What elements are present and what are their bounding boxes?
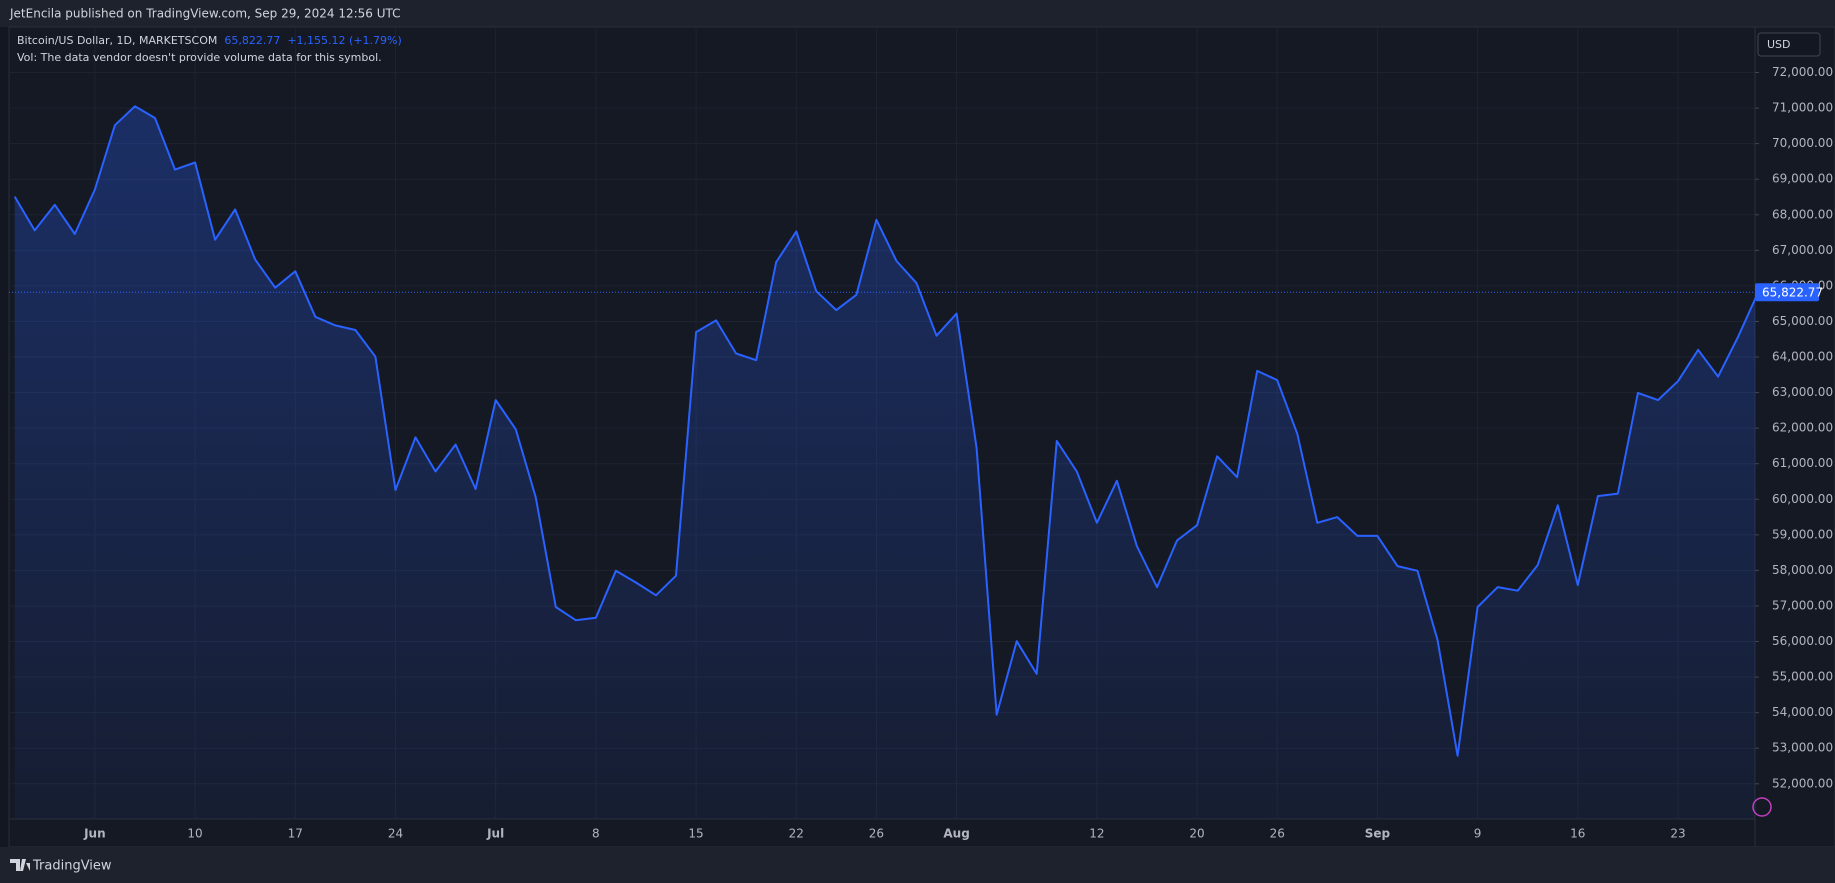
x-tick-label: 22 [789,827,804,841]
x-tick-label: 9 [1474,827,1482,841]
y-tick-label: 58,000.00 [1772,563,1833,577]
y-tick-label: 61,000.00 [1772,456,1833,470]
footer-bar [0,847,1835,883]
y-tick-label: 54,000.00 [1772,705,1833,719]
y-tick-label: 57,000.00 [1772,598,1833,612]
x-tick-label: 20 [1189,827,1204,841]
header-text: JetEncila published on TradingView.com, … [9,7,401,21]
x-tick-label: Sep [1365,827,1391,841]
y-tick-label: 69,000.00 [1772,172,1833,186]
y-tick-label: 70,000.00 [1772,136,1833,150]
footer-brand: TradingView [32,859,112,874]
x-tick-label: Aug [943,827,969,841]
currency-label[interactable]: USD [1767,38,1791,51]
x-tick-label: Jul [486,827,504,841]
y-tick-label: 72,000.00 [1772,65,1833,79]
last-price-label: 65,822.77 [1762,286,1823,300]
legend-price: 65,822.77 [224,34,280,47]
symbol-title: Bitcoin/US Dollar, 1D, MARKETSCOM [17,34,217,47]
last-price-box [1755,283,1819,302]
x-tick-label: 10 [187,827,202,841]
x-tick-label: 23 [1670,827,1685,841]
legend-change: +1,155.12 (+1.79%) [287,34,401,47]
x-tick-label: 16 [1570,827,1585,841]
y-tick-label: 62,000.00 [1772,421,1833,435]
y-tick-label: 55,000.00 [1772,670,1833,684]
y-tick-label: 53,000.00 [1772,741,1833,755]
y-tick-label: 56,000.00 [1772,634,1833,648]
x-tick-label: 8 [592,827,600,841]
y-tick-label: 67,000.00 [1772,243,1833,257]
header-bar [0,0,1835,27]
x-tick-label: 17 [288,827,303,841]
y-tick-label: 52,000.00 [1772,776,1833,790]
x-tick-label: 24 [388,827,403,841]
y-tick-label: 63,000.00 [1772,385,1833,399]
x-tick-label: 26 [1270,827,1285,841]
x-tick-label: 15 [688,827,703,841]
y-tick-label: 59,000.00 [1772,527,1833,541]
price-line [13,105,1755,757]
area-fill [14,106,1755,819]
tool-icon[interactable] [1752,797,1772,817]
footer-logo [10,859,30,871]
y-tick-label: 64,000.00 [1772,350,1833,364]
y-tick-label: 60,000.00 [1772,492,1833,506]
x-tick-label: 12 [1089,827,1104,841]
currency-button[interactable] [1757,32,1821,57]
volume-note: Vol: The data vendor doesn't provide vol… [17,51,382,64]
x-tick-label: Jun [83,827,106,841]
y-tick-label: 71,000.00 [1772,101,1833,115]
y-tick-label: 65,000.00 [1772,314,1833,328]
x-tick-label: 26 [869,827,884,841]
y-tick-label: 68,000.00 [1772,207,1833,221]
